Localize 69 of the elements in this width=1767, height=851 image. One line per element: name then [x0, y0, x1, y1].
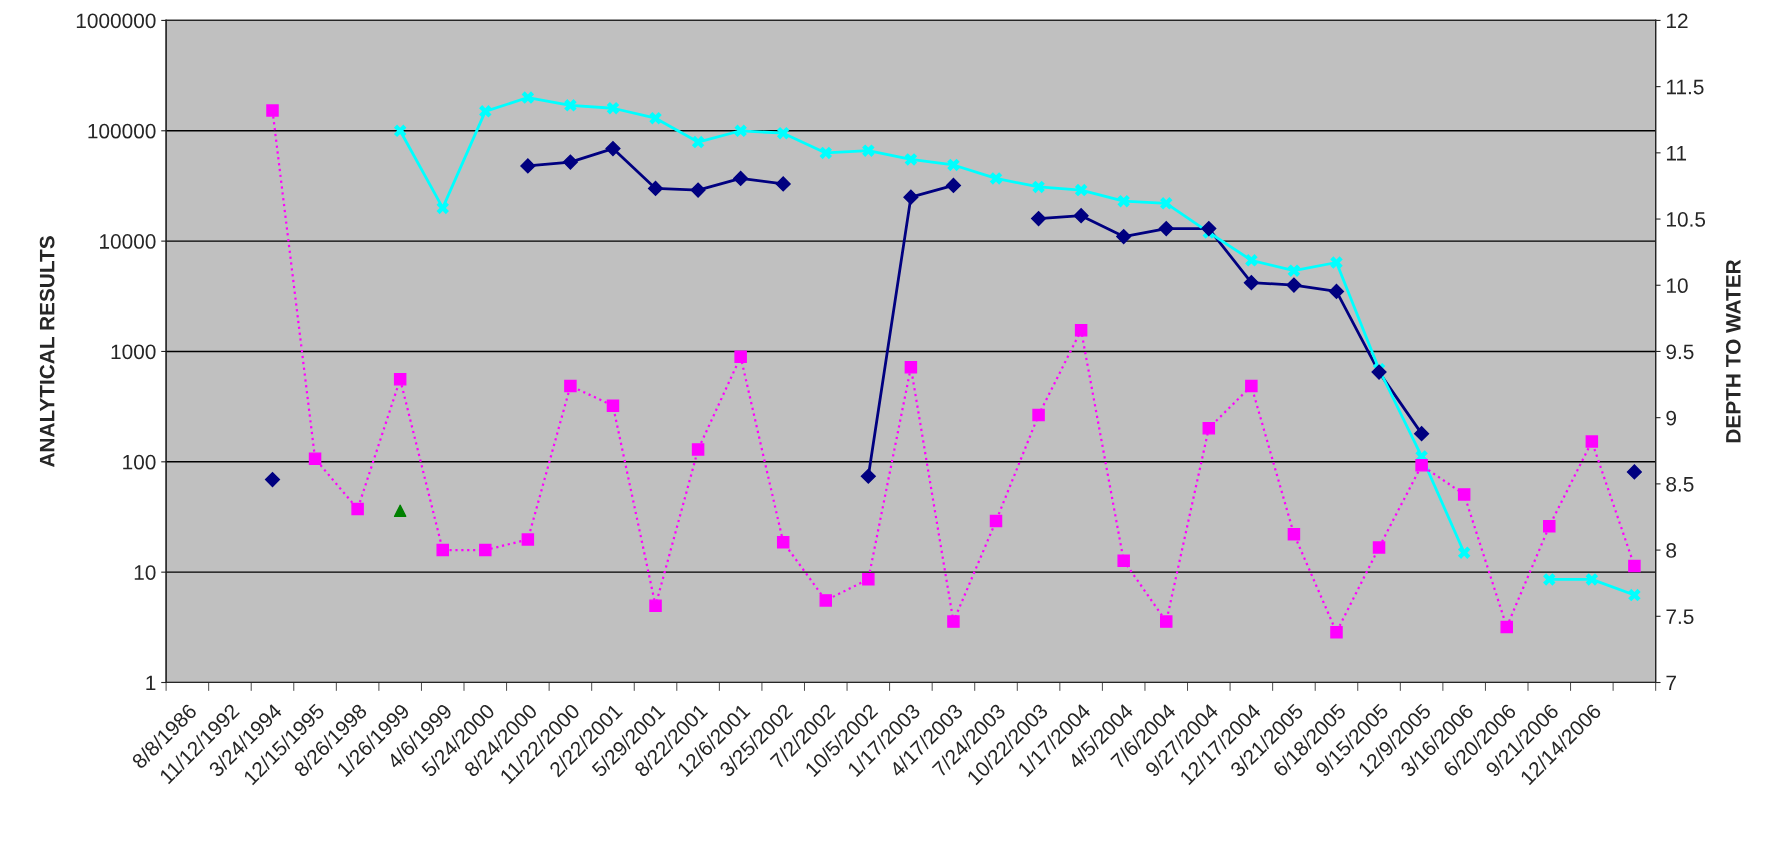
y2-tick-label: 8.5 — [1666, 476, 1694, 492]
point — [1330, 256, 1343, 269]
point — [1628, 588, 1641, 602]
y2-tick-label: 7.5 — [1666, 609, 1694, 625]
y-tick-label: 10 — [134, 565, 156, 580]
point — [733, 170, 749, 186]
point — [734, 124, 747, 138]
point — [436, 201, 449, 215]
point — [903, 189, 919, 205]
y2-tick-label: 7 — [1666, 675, 1676, 691]
point — [520, 158, 536, 174]
point — [1158, 220, 1174, 237]
y2-tick-label: 10.5 — [1666, 212, 1706, 227]
point — [775, 176, 791, 192]
point — [1032, 180, 1045, 194]
point — [521, 91, 535, 104]
point — [649, 111, 662, 125]
y2-tick-label: 10 — [1666, 278, 1688, 294]
y-tick-label: 10000 — [100, 234, 156, 249]
point — [1286, 277, 1302, 293]
point — [1030, 211, 1047, 227]
y-tick-label: 1000 — [111, 344, 156, 360]
y2-tick-label: 12 — [1666, 13, 1688, 28]
y-axis-title: ANALYTICAL RESULTS — [39, 236, 55, 468]
point — [862, 144, 875, 157]
point — [1287, 264, 1301, 277]
point — [605, 140, 621, 157]
point — [393, 504, 407, 518]
point — [690, 182, 706, 198]
point — [1116, 228, 1132, 245]
point — [989, 172, 1003, 185]
point — [1245, 254, 1258, 267]
point — [1074, 183, 1088, 197]
y-tick-label: 100000 — [88, 123, 156, 139]
y2-tick-label: 8 — [1666, 543, 1677, 558]
y-tick-label: 100 — [123, 454, 156, 470]
point — [647, 180, 664, 197]
y2-axis-title: DEPTH TO WATER — [1725, 259, 1741, 443]
point — [393, 124, 407, 138]
y2-tick-label: 11.5 — [1666, 79, 1704, 95]
y2-tick-label: 9 — [1666, 410, 1676, 426]
y-tick-label: 1 — [146, 675, 156, 691]
point — [264, 472, 281, 488]
point — [1243, 275, 1259, 291]
y2-tick-label: 11 — [1666, 146, 1687, 161]
point — [860, 468, 876, 484]
point — [562, 154, 578, 170]
point — [606, 102, 620, 115]
point — [479, 105, 492, 118]
point — [1414, 426, 1430, 442]
point — [1073, 208, 1089, 224]
point — [1201, 220, 1217, 237]
point — [904, 153, 918, 166]
point — [691, 135, 705, 149]
point — [1160, 197, 1173, 210]
point — [819, 146, 833, 160]
point — [1585, 573, 1599, 586]
y2-tick-label: 9.5 — [1666, 344, 1694, 360]
point — [1543, 573, 1556, 586]
point — [1371, 364, 1387, 380]
point — [1626, 464, 1642, 480]
point — [564, 99, 577, 112]
point — [947, 158, 960, 172]
point — [1457, 546, 1471, 559]
point — [1117, 194, 1130, 208]
point — [776, 126, 790, 140]
y-tick-label: 1000000 — [76, 13, 156, 29]
point — [1328, 283, 1345, 299]
point — [945, 177, 962, 193]
